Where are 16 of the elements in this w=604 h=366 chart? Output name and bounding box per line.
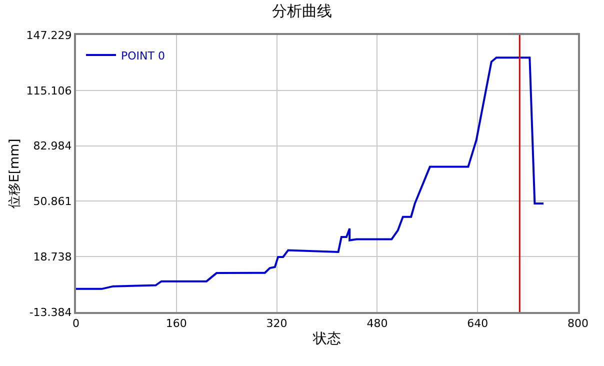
x-tick-label: 0 <box>72 317 80 330</box>
x-tick-label: 800 <box>568 317 588 330</box>
legend-label: POINT 0 <box>121 49 166 62</box>
y-axis-title: 位移E[mm] <box>8 138 23 208</box>
x-tick-label: 160 <box>166 317 187 330</box>
x-tick-label: 640 <box>467 317 488 330</box>
y-tick-label: 18.738 <box>33 250 72 264</box>
x-tick-label: 320 <box>266 317 288 330</box>
y-tick-label: 115.106 <box>26 84 72 98</box>
y-tick-label: 82.984 <box>33 140 72 153</box>
y-tick-label: 50.861 <box>33 195 72 208</box>
y-tick-label: 147.229 <box>26 28 72 42</box>
x-axis-title: 状态 <box>312 331 341 347</box>
x-tick-label: 480 <box>366 317 388 330</box>
y-tick-label: -13.384 <box>29 306 72 319</box>
chart-title: 分析曲线 <box>272 2 332 20</box>
